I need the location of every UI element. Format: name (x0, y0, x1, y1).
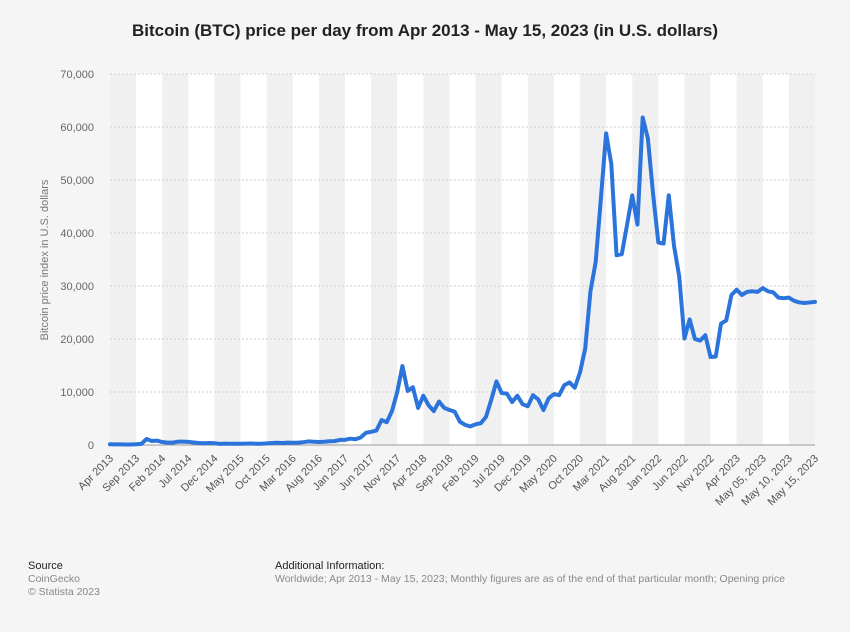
plot-stripe (110, 74, 137, 445)
plot-stripe (788, 74, 815, 445)
plot-stripe (475, 74, 502, 445)
plot-stripe (266, 74, 293, 445)
y-tick-label: 70,000 (60, 69, 94, 81)
y-axis-title: Bitcoin price index in U.S. dollars (39, 179, 51, 340)
info: Worldwide; Apr 2013 - May 15, 2023; Mont… (275, 573, 785, 585)
y-tick-label: 0 (88, 440, 94, 452)
info-title: Additional Information: (275, 560, 385, 572)
info-block: Additional Information: Worldwide; Apr 2… (275, 560, 785, 586)
y-tick-label: 30,000 (60, 281, 94, 293)
plot-stripe (423, 74, 450, 445)
plot-stripe (162, 74, 189, 445)
copyright: © Statista 2023 (28, 586, 100, 598)
chart: Bitcoin (BTC) price per day from Apr 201… (39, 21, 821, 508)
source: CoinGecko (28, 573, 80, 585)
source-title: Source (28, 560, 63, 572)
source-block: Source CoinGecko © Statista 2023 (28, 560, 100, 599)
y-tick-label: 10,000 (60, 387, 94, 399)
price-line (108, 115, 817, 447)
plot-stripe (371, 74, 398, 445)
plot-stripe (318, 74, 345, 445)
y-tick-label: 40,000 (60, 228, 94, 240)
plot-stripe (736, 74, 763, 445)
y-tick-label: 50,000 (60, 175, 94, 187)
y-tick-label: 20,000 (60, 334, 94, 346)
chart-title: Bitcoin (BTC) price per day from Apr 201… (132, 21, 718, 40)
plot-stripe (580, 74, 607, 445)
plot-stripe (527, 74, 554, 445)
y-tick-label: 60,000 (60, 122, 94, 134)
plot-stripe (214, 74, 241, 445)
plot-stripe (684, 74, 711, 445)
